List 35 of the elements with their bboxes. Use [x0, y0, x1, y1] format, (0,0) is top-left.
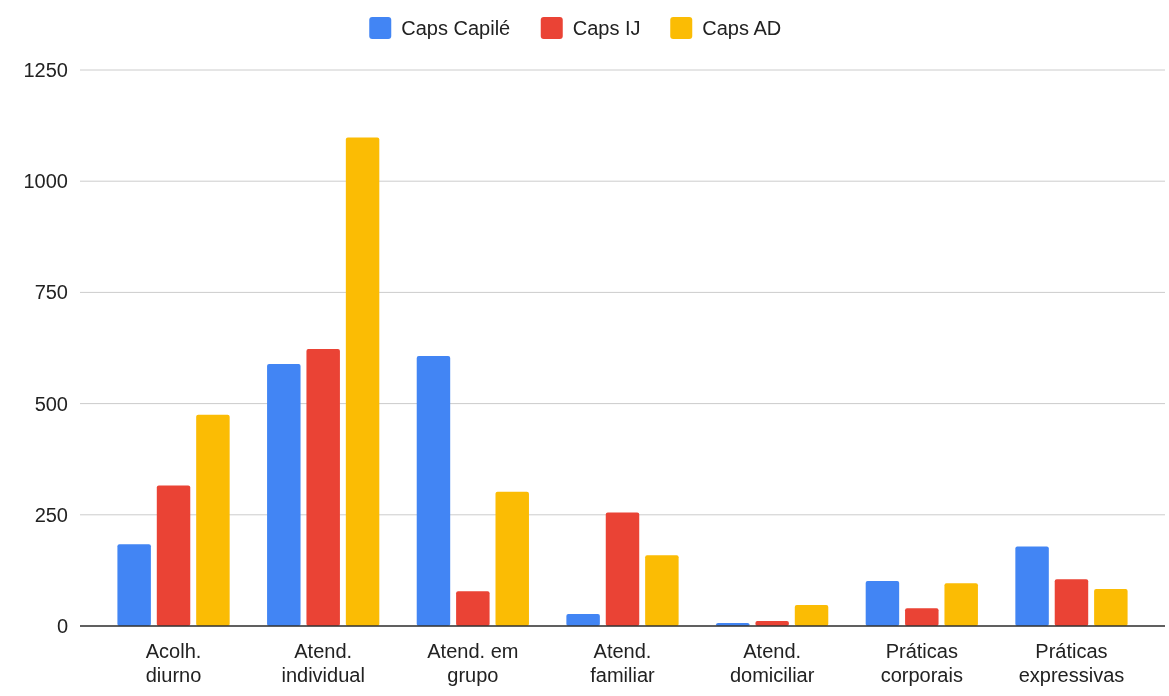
legend-label: Caps Capilé [401, 17, 511, 39]
bar [267, 364, 301, 626]
bar [905, 608, 939, 626]
x-tick-label: Atend. domiciliar [729, 640, 815, 686]
bar [566, 613, 600, 626]
x-tick-label: Atend. familiar [590, 640, 656, 686]
bar [1054, 579, 1089, 626]
bar [944, 583, 978, 626]
x-tick-label: Práticas expressivas [1018, 640, 1125, 686]
bar [456, 591, 490, 626]
bar [416, 356, 451, 626]
y-tick-label: 1000 [23, 170, 68, 193]
bar [1094, 589, 1128, 626]
bar [306, 348, 340, 626]
bar [196, 414, 230, 626]
bar [495, 491, 529, 626]
bar [645, 555, 679, 626]
x-tick-label: Acolh. diurno [145, 640, 202, 686]
legend-label: Caps AD [702, 17, 782, 39]
x-tick-label: Práticas corporais [880, 640, 963, 686]
x-tick-label: Atend. individual [281, 640, 365, 686]
bar [794, 605, 829, 626]
bar [156, 485, 191, 626]
y-tick-label: 500 [34, 392, 68, 415]
y-tick-label: 250 [34, 503, 68, 526]
bar [117, 544, 151, 626]
y-tick-label: 750 [34, 281, 68, 304]
y-tick-label: 1250 [23, 59, 68, 81]
bar [605, 512, 640, 626]
bar [865, 581, 900, 626]
x-tick-label: Atend. em grupo [427, 640, 519, 686]
y-tick-label: 0 [56, 615, 68, 637]
bar [1015, 546, 1049, 626]
bar [345, 137, 380, 626]
legend-label: Caps IJ [572, 17, 641, 39]
